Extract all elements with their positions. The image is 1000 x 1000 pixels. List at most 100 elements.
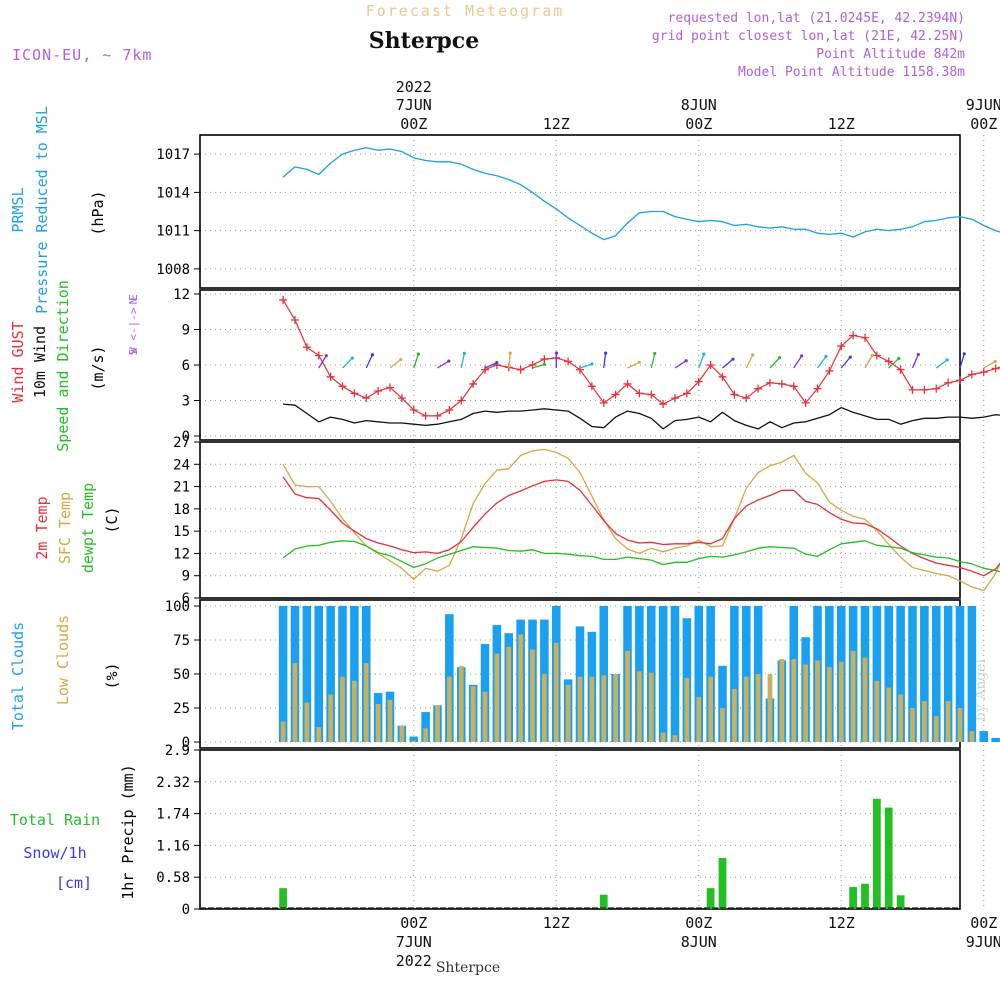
precip-tick-label: 2.9 xyxy=(165,743,190,759)
gust-point xyxy=(421,411,430,420)
bottom-hour-label: 12Z xyxy=(828,914,855,932)
low-cloud-bar xyxy=(375,703,381,742)
gust-point xyxy=(849,331,858,340)
total-cloud-bar xyxy=(670,606,680,742)
total-cloud-bar xyxy=(955,606,965,742)
low-cloud-bar xyxy=(945,701,951,742)
compass-we: W <-|-> E xyxy=(127,294,140,354)
rain-bar xyxy=(706,888,715,909)
gust-point xyxy=(350,389,359,398)
wind-arrow xyxy=(508,353,511,369)
total-cloud-bar xyxy=(409,736,419,742)
total-cloud-bar xyxy=(599,606,609,742)
gust-point xyxy=(516,365,525,374)
footer-location: Shterpce xyxy=(436,960,500,976)
top-hour-label: 12Z xyxy=(828,115,855,133)
wind-arrow-head xyxy=(684,359,688,363)
clouds-tick-label: 0 xyxy=(182,735,190,751)
gust-series-line xyxy=(282,299,1000,417)
wind-arrow-head xyxy=(870,353,874,358)
wind-tick-label: 0 xyxy=(182,429,190,445)
gust-point xyxy=(302,343,311,352)
wind-arrow xyxy=(840,356,851,369)
wind-arrow xyxy=(437,360,450,369)
wind-arrow-head xyxy=(590,362,594,366)
total-cloud-bar xyxy=(943,606,953,742)
total-cloud-bar xyxy=(658,606,668,742)
pressure-tick-label: 1017 xyxy=(156,147,190,163)
wind-arrow-head xyxy=(637,360,641,364)
gust-point xyxy=(861,333,869,342)
wind-arrow xyxy=(532,363,545,369)
time-axis: 00Z7JUN202200Z7JUN202212Z12Z00Z8JUN00Z8J… xyxy=(396,78,1000,970)
low-cloud-bar xyxy=(494,653,500,742)
wind-arrow xyxy=(864,355,873,369)
pressure-tick-label: 1014 xyxy=(156,185,190,201)
bottom-hour-label: 12Z xyxy=(543,914,570,932)
temp-label-sfc: SFC Temp xyxy=(56,492,74,564)
low-cloud-bar xyxy=(447,676,452,742)
low-cloud-bar xyxy=(518,634,523,742)
clouds-tick-label: 75 xyxy=(173,633,190,649)
temperature-tick-label: 9 xyxy=(182,569,190,585)
wind-arrow xyxy=(911,354,919,369)
wind-arrow xyxy=(460,353,465,369)
wind-arrow xyxy=(983,360,996,369)
wind-arrow-head xyxy=(916,352,920,357)
precip-tick-label: 2.32 xyxy=(156,775,190,791)
gust-point xyxy=(671,394,679,403)
low-cloud-bar xyxy=(743,676,749,742)
low-cloud-bar xyxy=(933,716,939,742)
rain-bar xyxy=(861,883,869,909)
wind-arrow xyxy=(579,363,593,369)
gust-point xyxy=(291,316,299,325)
gust-point xyxy=(801,398,810,407)
low-cloud-bar xyxy=(530,649,535,742)
total-cloud-bar xyxy=(326,606,335,742)
pressure-frame xyxy=(199,134,961,289)
low-cloud-bar xyxy=(696,697,702,742)
wind-arrow xyxy=(698,353,705,369)
wind-arrow xyxy=(816,356,827,369)
low-cloud-bar xyxy=(363,663,369,742)
wind-arrow xyxy=(627,361,640,369)
low-cloud-bar xyxy=(720,708,725,742)
pressure-unit-label: (hPa) xyxy=(89,190,107,235)
wind-arrow-head xyxy=(751,353,755,357)
wind-tick-label: 6 xyxy=(182,358,190,374)
total-cloud-bar xyxy=(718,665,727,742)
low-cloud-bar xyxy=(280,721,286,742)
wind-arrow-head xyxy=(370,353,375,357)
clouds-tick-label: 25 xyxy=(173,701,190,717)
temperature-tick-label: 18 xyxy=(173,502,190,518)
panels: 00Z7JUN202200Z7JUN202212Z12Z00Z8JUN00Z8J… xyxy=(9,78,1000,970)
low-cloud-bar xyxy=(684,678,690,742)
precip-panel: 0 0.58 1.16 1.74 2.32 2.9 Total Rain Snow/1h [cm… xyxy=(10,743,985,918)
precip-tick-label: 1.74 xyxy=(156,807,190,823)
gust-point xyxy=(884,357,893,366)
bottom-date-label: 7JUN xyxy=(396,933,432,951)
low-cloud-bar xyxy=(340,676,345,742)
low-cloud-bar xyxy=(898,694,903,742)
low-cloud-bar xyxy=(542,674,547,742)
watermark: by Angel xyxy=(973,658,989,721)
wind-label-10m: 10m Wind xyxy=(31,326,49,398)
total-cloud-bar xyxy=(338,606,347,742)
low-cloud-bar xyxy=(708,676,713,742)
wind-arrow xyxy=(342,357,353,369)
total-cloud-bar xyxy=(872,606,882,742)
low-cloud-bar xyxy=(565,684,571,742)
gust-point xyxy=(694,377,703,386)
top-hour-label: 00Z xyxy=(970,115,997,133)
gust-point xyxy=(872,351,881,360)
wind-arrow xyxy=(935,359,948,369)
wind-arrow-head xyxy=(848,355,852,359)
gust-point xyxy=(314,351,323,360)
pressure-panel: 1008 1011 1014 1017 PRMSL Pressure Reduced to… xyxy=(9,106,1000,314)
model-label: ICON-EU, ~ 7km xyxy=(12,46,152,64)
compass-north: N xyxy=(127,298,140,305)
total-cloud-bar xyxy=(884,606,894,742)
top-date-label: 7JUN xyxy=(396,96,432,114)
total-cloud-bar xyxy=(991,737,1000,742)
low-cloud-bar xyxy=(874,680,880,742)
